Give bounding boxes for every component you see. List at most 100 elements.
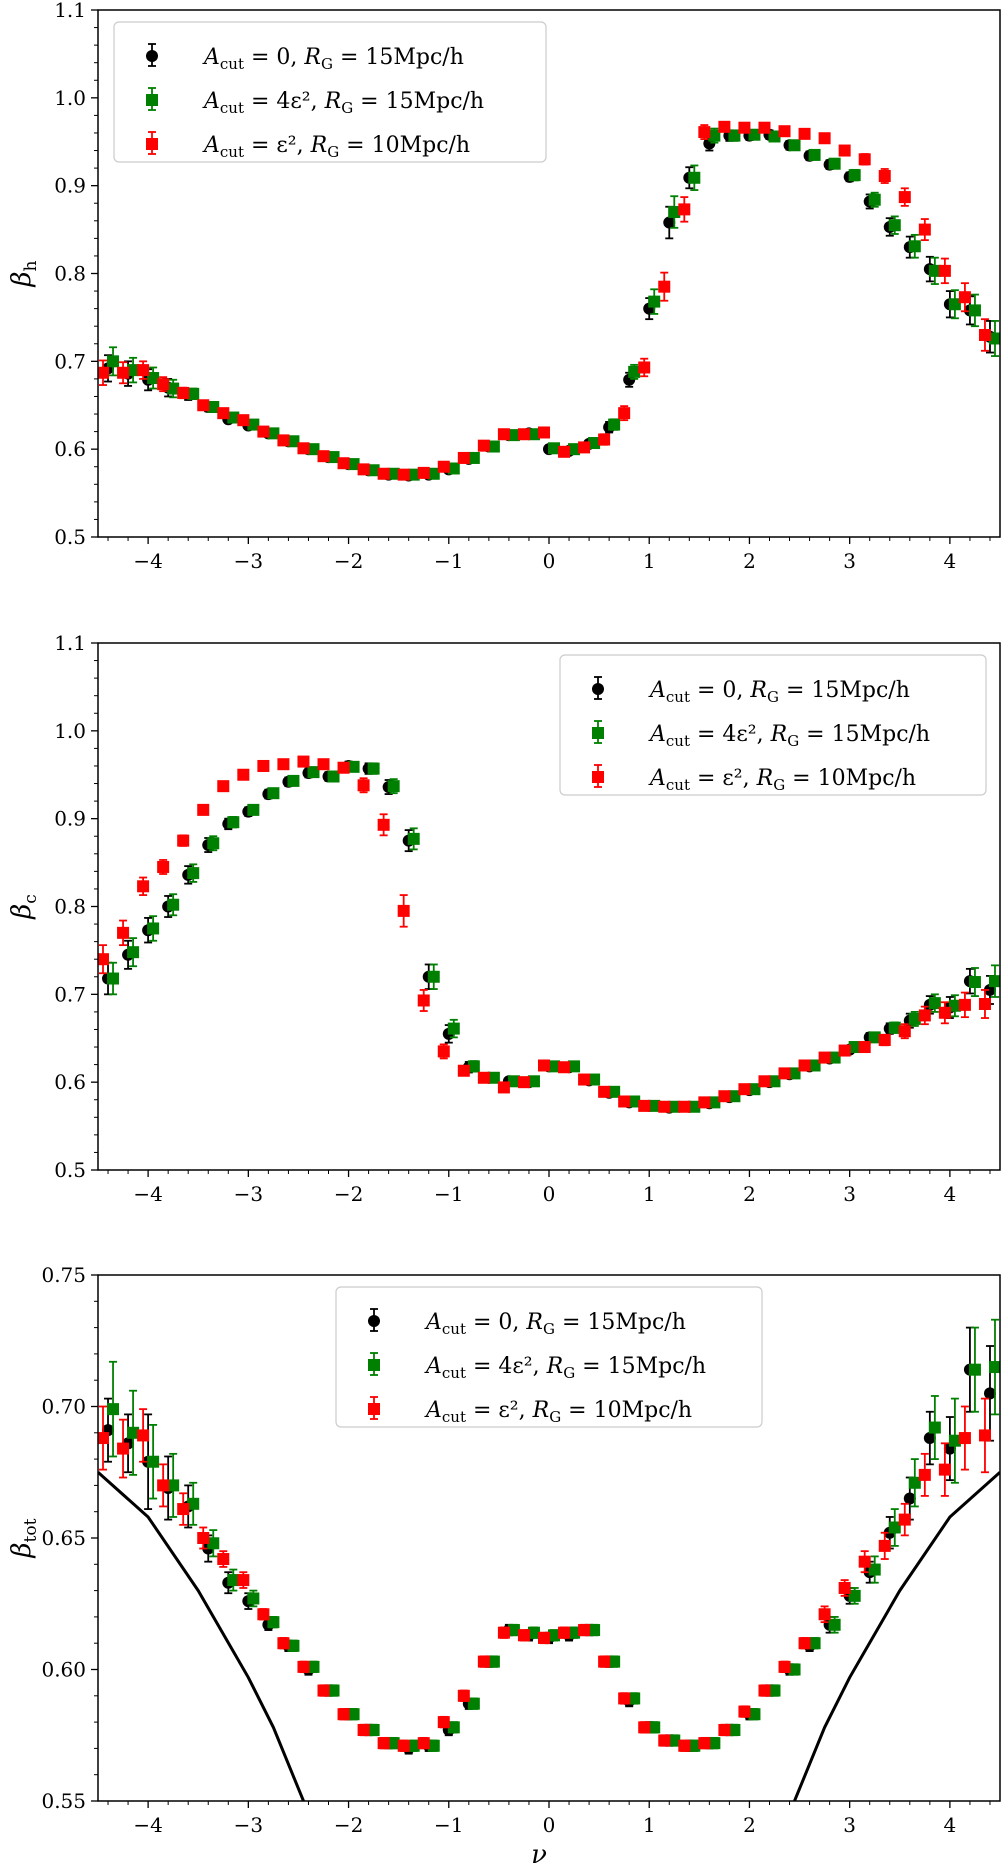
data-point — [868, 1031, 881, 1044]
y-tick-label: 1.1 — [54, 0, 86, 22]
legend-label-part: = 15Mpc/h — [575, 1354, 706, 1379]
legend-label-part: cut — [666, 732, 690, 750]
data-point — [598, 1655, 611, 1668]
data-point — [237, 1574, 250, 1587]
legend-label: Acut = 0, RG = 15Mpc/h — [202, 45, 464, 73]
data-point — [768, 1075, 781, 1088]
data-point — [818, 132, 831, 145]
y-tick-label: 0.6 — [54, 437, 86, 461]
legend-label-part: = 10Mpc/h — [785, 766, 916, 791]
reference-curve-left — [98, 1471, 305, 1801]
chart-panel-3: −4 −3 −2 −1 0 1 2 3 4 0.55 0.60 0.65 0.70 0.75 βtot ν Ac… — [7, 1263, 1001, 1867]
data-point — [888, 1521, 901, 1534]
data-point — [548, 1060, 561, 1073]
data-point — [517, 1076, 530, 1089]
data-point — [287, 1639, 300, 1652]
x-tick-label: 2 — [743, 1813, 756, 1837]
data-point — [828, 1051, 841, 1064]
legend-item: Acut = ε², RG = 10Mpc/h — [592, 764, 916, 794]
series-3 — [98, 120, 991, 481]
legend-label-part: cut — [220, 99, 244, 117]
data-point — [187, 867, 200, 880]
data-point — [527, 1626, 540, 1639]
data-point — [923, 1432, 936, 1445]
legend-item: Acut = 0, RG = 15Mpc/h — [592, 676, 910, 706]
data-point — [437, 460, 450, 473]
legend-label-part: = 0, — [690, 678, 750, 703]
legend: Acut = 0, RG = 15Mpc/h Acut = 4ε², RG = 1… — [559, 654, 987, 796]
legend-label-part: R — [770, 722, 788, 747]
data-point — [648, 1099, 661, 1112]
data-point — [638, 1721, 651, 1734]
plot-frame — [97, 642, 1001, 1171]
series-2 — [107, 1318, 1000, 1752]
data-point — [758, 1075, 771, 1088]
data-point — [187, 1497, 200, 1510]
y-tick-label: 0.5 — [54, 525, 86, 549]
plot-frame — [97, 9, 1001, 538]
data-point — [347, 458, 360, 471]
legend-label-part: cut — [442, 1364, 466, 1382]
legend-label-part: R — [324, 89, 342, 114]
data-point — [317, 450, 330, 463]
data-point — [107, 1403, 120, 1416]
data-point — [357, 1723, 370, 1736]
data-point — [858, 1041, 871, 1054]
data-point — [487, 1071, 500, 1084]
data-point — [327, 1684, 340, 1697]
data-point — [497, 1626, 510, 1639]
plot-area — [98, 755, 1000, 1114]
legend-item: Acut = 4ε², RG = 15Mpc/h — [592, 720, 930, 750]
data-point — [177, 1503, 190, 1516]
data-point — [928, 997, 941, 1010]
data-point — [217, 780, 230, 793]
legend-label: Acut = 0, RG = 15Mpc/h — [648, 678, 910, 706]
data-point — [217, 407, 230, 420]
data-point — [287, 435, 300, 448]
data-point — [427, 1739, 440, 1752]
data-point — [558, 1061, 571, 1074]
data-point — [497, 1081, 510, 1094]
data-point — [317, 1684, 330, 1697]
data-point — [397, 1739, 410, 1752]
data-point — [788, 139, 801, 152]
legend-label-part: R — [749, 678, 767, 703]
data-point — [447, 1022, 460, 1035]
data-point — [377, 1737, 390, 1750]
y-tick-label: 1.1 — [54, 631, 86, 655]
data-point — [738, 1705, 751, 1718]
data-point — [277, 758, 290, 771]
legend-label-part: cut — [666, 776, 690, 794]
data-point — [507, 1075, 520, 1088]
data-point — [487, 1655, 500, 1668]
data-point — [938, 264, 951, 277]
data-point — [467, 1697, 480, 1710]
legend-label-part: = 0, — [466, 1310, 526, 1335]
data-point — [748, 1708, 761, 1721]
x-tick-label: 1 — [643, 1813, 656, 1837]
data-point — [868, 1563, 881, 1576]
data-point — [477, 439, 490, 452]
data-point — [537, 1631, 550, 1644]
data-point — [708, 1737, 721, 1750]
data-point — [878, 1539, 891, 1552]
data-point — [908, 1476, 921, 1489]
data-point — [658, 1734, 671, 1747]
data-point — [698, 1737, 711, 1750]
data-point — [788, 1663, 801, 1676]
reference-curve-right — [793, 1471, 1000, 1801]
data-point — [167, 382, 180, 395]
data-point — [958, 998, 971, 1011]
data-point — [137, 1429, 150, 1442]
data-point — [758, 1684, 771, 1697]
y-tick-label: 0.5 — [54, 1158, 86, 1182]
data-point — [447, 1721, 460, 1734]
series-2 — [107, 760, 1000, 1113]
y-axis-label-sub: tot — [21, 1518, 41, 1542]
data-point — [548, 1629, 561, 1642]
data-point — [668, 1100, 681, 1113]
data-point — [537, 426, 550, 439]
data-point — [663, 216, 676, 229]
data-point — [487, 440, 500, 453]
